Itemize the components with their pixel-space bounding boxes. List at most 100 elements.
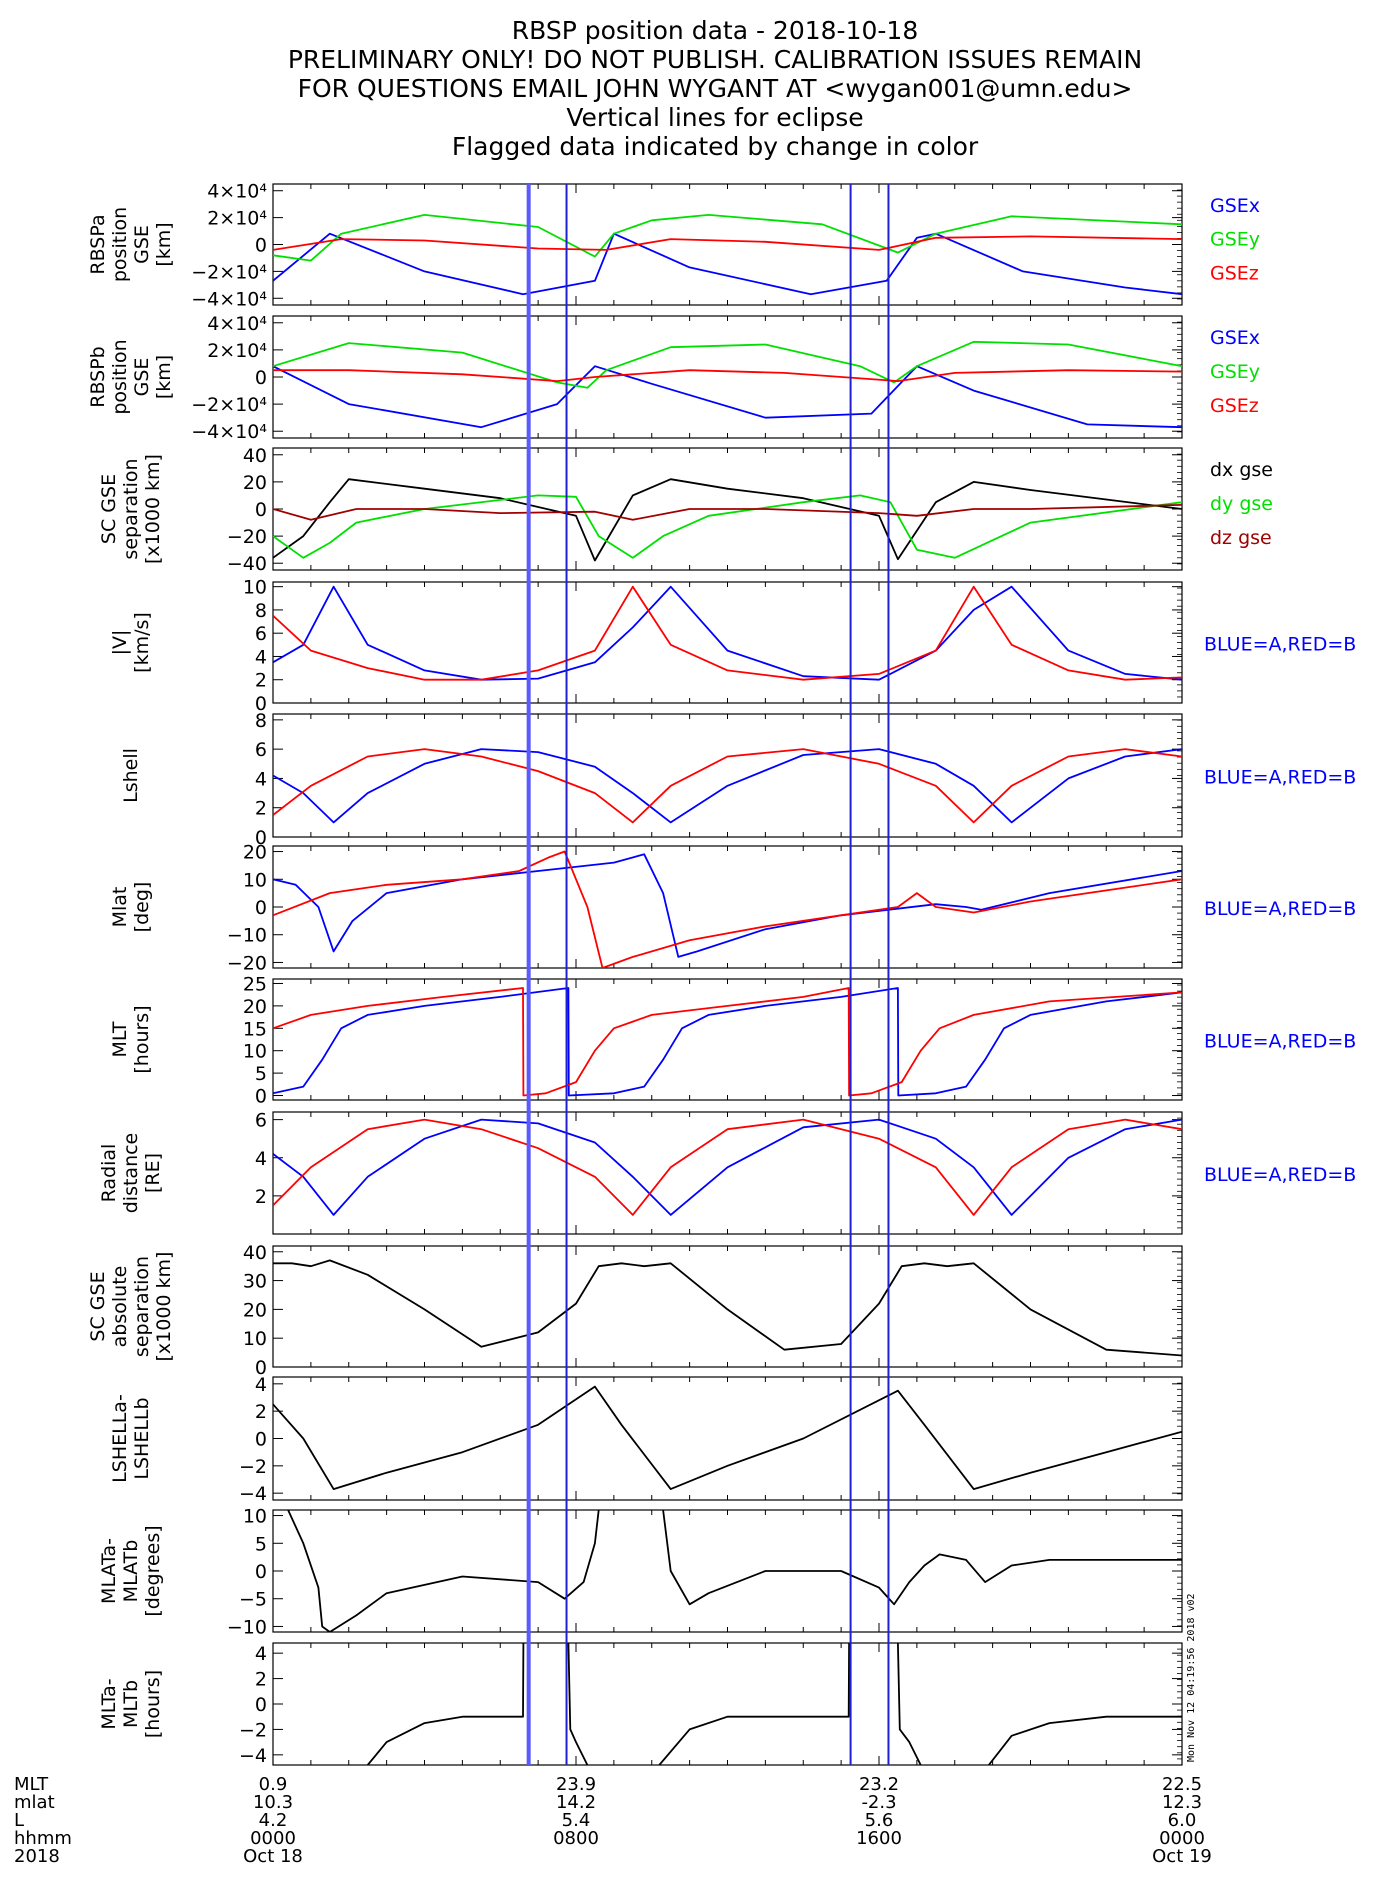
row-label: L: [14, 1810, 24, 1831]
tick-value: 22.5: [1162, 1774, 1202, 1795]
legend-label-gsez: GSEz: [1210, 262, 1259, 284]
y-tick-label: −2: [239, 1719, 267, 1741]
y-axis-label: GSE: [131, 225, 153, 264]
y-tick-label: 2: [255, 670, 267, 692]
series-line: [897, 1643, 922, 1765]
y-tick-label: −20: [227, 526, 267, 548]
tick-value: 0800: [553, 1828, 599, 1849]
y-tick-label: −40: [227, 553, 267, 575]
y-axis-label: Lshell: [120, 748, 142, 803]
series-line: [662, 1510, 1182, 1606]
y-tick-label: 15: [243, 1018, 267, 1040]
y-tick-label: 10: [243, 1041, 267, 1063]
panel-6: 20 10 0 −10 −20 Mlat [deg] BLUE=A,RED=B: [109, 842, 1356, 975]
tick-value: 0.9: [259, 1774, 288, 1795]
series-line-b: [273, 850, 1182, 968]
series-line-b: [273, 987, 1182, 1097]
y-tick-label: 0: [255, 1694, 267, 1716]
y-axis-label: position: [109, 339, 131, 414]
y-axis-label: separation: [120, 458, 142, 559]
y-tick-label: 5: [255, 1533, 267, 1555]
y-tick-label: 10: [243, 869, 267, 891]
y-tick-label: −2×10⁴: [191, 394, 267, 416]
y-axis-label: distance: [120, 1133, 142, 1214]
legend-label-gsex: GSEx: [1210, 327, 1260, 349]
legend-label: BLUE=A,RED=B: [1204, 767, 1356, 789]
timestamp-stamp: Mon Nov 12 04:19:56 2018 v02: [1186, 1593, 1197, 1762]
row-label: mlat: [14, 1792, 55, 1813]
series-line-b: [273, 585, 1182, 681]
series-line-dy-gse: [273, 494, 1182, 559]
y-tick-label: 0: [255, 1561, 267, 1583]
y-axis-label: [km]: [153, 355, 175, 399]
row-label: 2018: [14, 1846, 60, 1867]
y-tick-label: 10: [243, 1328, 267, 1350]
y-tick-label: −4: [239, 1745, 267, 1767]
y-tick-label: 6: [255, 739, 267, 761]
series-line: [273, 1385, 1182, 1490]
series-line-a: [273, 748, 1182, 824]
y-axis-label: SC GSE: [87, 1271, 109, 1341]
series-line-a: [273, 987, 1182, 1097]
panel-12: 4 2 0 −2 −4 MLTa- MLTb [hours]: [98, 1642, 1183, 1767]
tick-value: 23.9: [556, 1774, 596, 1795]
y-tick-label: 0: [255, 235, 267, 257]
y-tick-label: 4×10⁴: [207, 181, 267, 203]
y-tick-label: 8: [255, 710, 267, 732]
tick-value: 5.6: [865, 1810, 894, 1831]
y-tick-label: 6: [255, 623, 267, 645]
y-axis-label: MLTa-: [98, 1678, 120, 1729]
panel-frame: [272, 1111, 1183, 1235]
y-tick-label: 30: [243, 1271, 267, 1293]
y-tick-label: 0: [255, 1086, 267, 1108]
y-tick-label: 4: [255, 768, 267, 790]
legend-label: BLUE=A,RED=B: [1204, 634, 1356, 656]
legend-label-gsey: GSEy: [1210, 361, 1260, 383]
legend-label-dz-gse: dz gse: [1210, 527, 1272, 549]
tick-value: 12.3: [1162, 1792, 1202, 1813]
y-tick-label: 0: [255, 367, 267, 389]
y-tick-label: 20: [243, 842, 267, 864]
series-line: [567, 1643, 589, 1765]
panel-frame: [272, 1642, 1183, 1766]
y-axis-label: RBSPb: [87, 346, 109, 407]
series-line-gsez: [273, 369, 1182, 383]
y-tick-label: 6: [255, 1110, 267, 1132]
panel-frame: [272, 581, 1183, 704]
y-tick-label: −10: [227, 925, 267, 947]
y-axis-label: Radial: [98, 1144, 120, 1203]
y-tick-label: 40: [243, 445, 267, 467]
panel-frame: [272, 315, 1183, 439]
legend-label-gsez: GSEz: [1210, 395, 1259, 417]
y-tick-label: −4: [239, 1483, 267, 1505]
eclipse-lines: [526, 184, 890, 1765]
y-axis-label: [x1000 km]: [142, 454, 164, 564]
y-axis-label: LSHELLa-: [109, 1394, 131, 1483]
tick-value: 0000: [1159, 1828, 1205, 1849]
panel-11: 10 5 0 −5 −10 MLATa- MLATb [degrees]: [98, 1506, 1183, 1638]
y-axis-label: RBSPa: [87, 214, 109, 274]
tick-value: 6.0: [1168, 1810, 1197, 1831]
panel-frame: [272, 1376, 1183, 1501]
panel-frame: [272, 1509, 1183, 1633]
y-tick-label: −4×10⁴: [191, 421, 267, 443]
series-line: [287, 1510, 600, 1632]
y-tick-label: 8: [255, 600, 267, 622]
y-axis-label: MLATb: [120, 1540, 142, 1603]
y-axis-label: [km]: [153, 222, 175, 266]
header-line-5: Flagged data indicated by change in colo…: [452, 132, 979, 161]
y-tick-label: 0: [255, 1429, 267, 1451]
y-tick-label: 2: [255, 1401, 267, 1423]
header-line-1: RBSP position data - 2018-10-18: [512, 16, 918, 45]
panel-frame: [272, 978, 1183, 1101]
y-tick-label: 20: [243, 472, 267, 494]
y-tick-label: 20: [243, 1299, 267, 1321]
y-tick-label: 20: [243, 996, 267, 1018]
panel-2: 4×10⁴ 2×10⁴ 0 −2×10⁴ −4×10⁴ RBSPb position GSE[…: [87, 313, 1260, 443]
panel-frame: [272, 845, 1183, 969]
legend-label-gsey: GSEy: [1210, 229, 1260, 251]
